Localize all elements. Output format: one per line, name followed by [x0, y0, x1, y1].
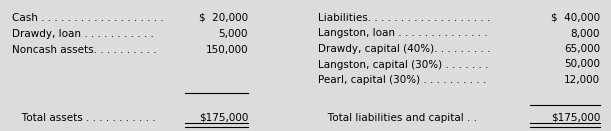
Text: Total liabilities and capital . .: Total liabilities and capital . .: [318, 113, 477, 123]
Text: $175,000: $175,000: [551, 113, 600, 123]
Text: $  20,000: $ 20,000: [199, 13, 248, 23]
Text: Drawdy, capital (40%). . . . . . . . .: Drawdy, capital (40%). . . . . . . . .: [318, 44, 491, 54]
Text: 50,000: 50,000: [564, 59, 600, 70]
Text: Drawdy, loan . . . . . . . . . . .: Drawdy, loan . . . . . . . . . . .: [12, 29, 154, 39]
Text: $175,000: $175,000: [199, 113, 248, 123]
Text: 12,000: 12,000: [564, 75, 600, 85]
Text: Total assets . . . . . . . . . . .: Total assets . . . . . . . . . . .: [12, 113, 156, 123]
Text: 65,000: 65,000: [564, 44, 600, 54]
Text: $  40,000: $ 40,000: [551, 13, 600, 23]
Text: Liabilities. . . . . . . . . . . . . . . . . . .: Liabilities. . . . . . . . . . . . . . .…: [318, 13, 491, 23]
Text: Noncash assets. . . . . . . . . .: Noncash assets. . . . . . . . . .: [12, 45, 156, 55]
Text: Cash . . . . . . . . . . . . . . . . . . .: Cash . . . . . . . . . . . . . . . . . .…: [12, 13, 164, 23]
Text: 150,000: 150,000: [205, 45, 248, 55]
Text: 8,000: 8,000: [571, 29, 600, 39]
Text: Pearl, capital (30%) . . . . . . . . . .: Pearl, capital (30%) . . . . . . . . . .: [318, 75, 486, 85]
Text: Langston, capital (30%) . . . . . . .: Langston, capital (30%) . . . . . . .: [318, 59, 489, 70]
Text: Langston, loan . . . . . . . . . . . . . .: Langston, loan . . . . . . . . . . . . .…: [318, 29, 488, 39]
Text: 5,000: 5,000: [219, 29, 248, 39]
